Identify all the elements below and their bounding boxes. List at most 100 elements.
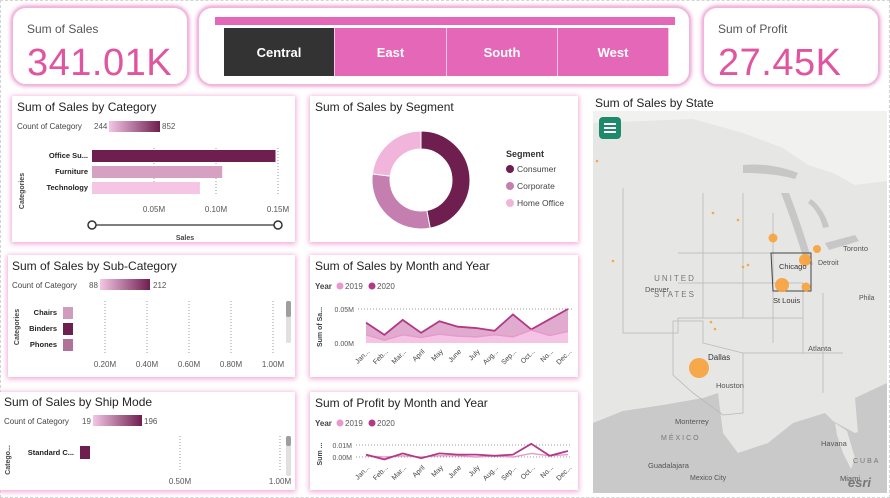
region-option-east[interactable]: East [335, 28, 447, 76]
slicer-header-bar [215, 17, 675, 25]
sales-month-legend-marker [336, 282, 344, 290]
kpi-card-profit: Sum of Profit 27.45K [703, 7, 879, 85]
region-option-south[interactable]: South [447, 28, 558, 76]
region-option-central[interactable]: Central [224, 28, 335, 76]
shipmode-bars: Standard C... [28, 446, 90, 459]
segment-chart-visual[interactable]: Sum of Sales by Segment Segment Consumer… [310, 96, 578, 242]
profit-month-x-label: No... [540, 464, 555, 479]
shipmode-gridlines [179, 436, 281, 472]
category-x-ticks: 0.05M 0.10M 0.15M [143, 205, 290, 214]
shipmode-legend-gradient [93, 415, 142, 426]
category-bar-label: Office Su... [49, 151, 88, 160]
map-atlantic [855, 383, 887, 493]
shipmode-scrollbar-thumb[interactable] [286, 436, 291, 446]
category-legend-min: 244 [94, 122, 108, 131]
sales-month-legend-label: 2019 [345, 282, 363, 291]
segment-legend: Consumer Corporate Home Office [506, 164, 564, 208]
profit-month-x-label: Dec... [556, 464, 574, 482]
sales-month-y-axis-label: Sum of Sa... [317, 307, 324, 347]
map-sales-bubble [801, 282, 811, 292]
sales-month-x-label: No... [540, 348, 555, 363]
profit-month-chart-visual[interactable]: Sum of Profit by Month and Year Year 201… [310, 392, 578, 490]
map-layers-button[interactable] [599, 117, 621, 139]
map-canada [593, 111, 887, 185]
map-florida [835, 423, 855, 469]
state-map-visual[interactable]: Sum of Sales by State UNITED STATES Toront… [593, 93, 887, 493]
profit-month-x-label: Aug... [482, 464, 500, 482]
shipmode-x-tick: 0.50M [169, 477, 192, 486]
subcategory-legend-gradient [100, 279, 150, 290]
kpi-sales-value: 341.01K [27, 42, 173, 84]
category-x-tick: 0.15M [267, 205, 290, 214]
map-place-label: MÉXICO [661, 433, 701, 442]
profit-month-legend-marker [368, 419, 376, 427]
sales-month-x-label: Aug... [482, 348, 500, 366]
segment-donut [371, 130, 471, 230]
segment-legend-marker [506, 199, 514, 207]
category-range-slider-left-handle[interactable] [87, 220, 97, 230]
sales-month-ytick-zero: 0.00M [335, 341, 355, 348]
segment-chart-title: Sum of Sales by Segment [315, 100, 454, 114]
profit-month-x-label: June [448, 464, 464, 480]
subcategory-chart-visual[interactable]: Sum of Sales by Sub-Category Count of Ca… [8, 255, 295, 377]
map-sales-bubble [711, 211, 715, 215]
profit-month-x-label: April [412, 464, 427, 479]
category-chart-visual[interactable]: Sum of Sales by Category Count of Catego… [12, 96, 295, 242]
subcategory-x-ticks: 0.20M 0.40M 0.60M 0.80M 1.00M [94, 360, 285, 369]
segment-legend-label: Consumer [517, 164, 556, 174]
profit-month-x-labels: Jan... Feb... Mar... April May June July Aug...… [354, 464, 573, 482]
esri-logo: esri [848, 475, 872, 490]
category-legend-gradient [109, 121, 160, 132]
category-range-slider-right-handle[interactable] [273, 220, 283, 230]
category-bar-label: Technology [46, 183, 88, 192]
region-option-west[interactable]: West [558, 28, 669, 76]
sales-month-x-labels: Jan... Feb... Mar... April May June July Aug...… [354, 348, 573, 366]
menu-icon [604, 123, 616, 133]
segment-slice [371, 173, 431, 230]
subcategory-bar-label: Phones [30, 340, 57, 349]
profit-month-legend-marker [336, 419, 344, 427]
map-place-label: Dallas [708, 353, 730, 362]
subcategory-bar-label: Chairs [34, 308, 57, 317]
category-x-tick: 0.05M [143, 205, 166, 214]
profit-month-ytick-zero: 0.00M [333, 455, 353, 462]
sales-month-chart-visual[interactable]: Sum of Sales by Month and Year Year 2019… [310, 255, 578, 377]
shipmode-x-ticks: 0.50M 1.00M [169, 477, 292, 486]
map-gulf-of-mexico [593, 393, 887, 493]
map-place-label: Guadalajara [648, 461, 690, 470]
profit-month-legend-label: 2020 [377, 419, 395, 428]
category-y-axis-label: Categories [19, 173, 26, 209]
subcategory-x-tick: 0.20M [94, 360, 117, 369]
subcategory-bar-label: Binders [29, 324, 57, 333]
shipmode-legend-min: 19 [82, 417, 91, 426]
map-place-label: Mexico City [690, 475, 727, 482]
category-bar-label: Furniture [55, 167, 88, 176]
shipmode-y-axis-label: Catego... [5, 445, 12, 475]
map-canvas: UNITED STATES Toronto Detroit Chicago St Loui… [593, 111, 887, 493]
shipmode-chart: Sum of Sales by Ship Mode Count of Categ… [4, 395, 292, 486]
map-place-label: Monterrey [675, 417, 709, 426]
map-sales-bubble [746, 263, 750, 267]
profit-month-plot [365, 442, 569, 461]
shipmode-scrollbar[interactable] [286, 436, 291, 476]
kpi-card-sales: Sum of Sales 341.01K [12, 7, 188, 85]
subcategory-legend-label: Count of Category [12, 281, 77, 290]
profit-2020-line [365, 442, 569, 461]
map-place-label: Chicago [779, 262, 807, 271]
subcategory-legend-min: 88 [89, 281, 98, 290]
shipmode-chart-visual[interactable]: Sum of Sales by Ship Mode Count of Categ… [0, 392, 295, 490]
segment-legend-title: Segment [506, 149, 544, 159]
map-place-label: Atlanta [808, 344, 832, 353]
profit-month-legend: 2019 2020 [336, 419, 395, 428]
profit-month-chart: Sum of Profit by Month and Year Year 201… [315, 396, 573, 482]
map-state-border-texas [672, 320, 744, 416]
map-lake-huron [808, 199, 829, 228]
subcategory-chart: Sum of Sales by Sub-Category Count of Ca… [12, 259, 291, 369]
map-place-label: Phila [859, 295, 875, 302]
subcategory-bar [63, 323, 73, 335]
map-labels: UNITED STATES Toronto Detroit Chicago St Loui… [645, 244, 878, 483]
subcategory-scrollbar-thumb[interactable] [286, 301, 291, 317]
sales-month-x-label: Sep... [500, 348, 518, 366]
sales-2020-line [365, 308, 569, 336]
profit-month-x-label: July [468, 464, 482, 478]
